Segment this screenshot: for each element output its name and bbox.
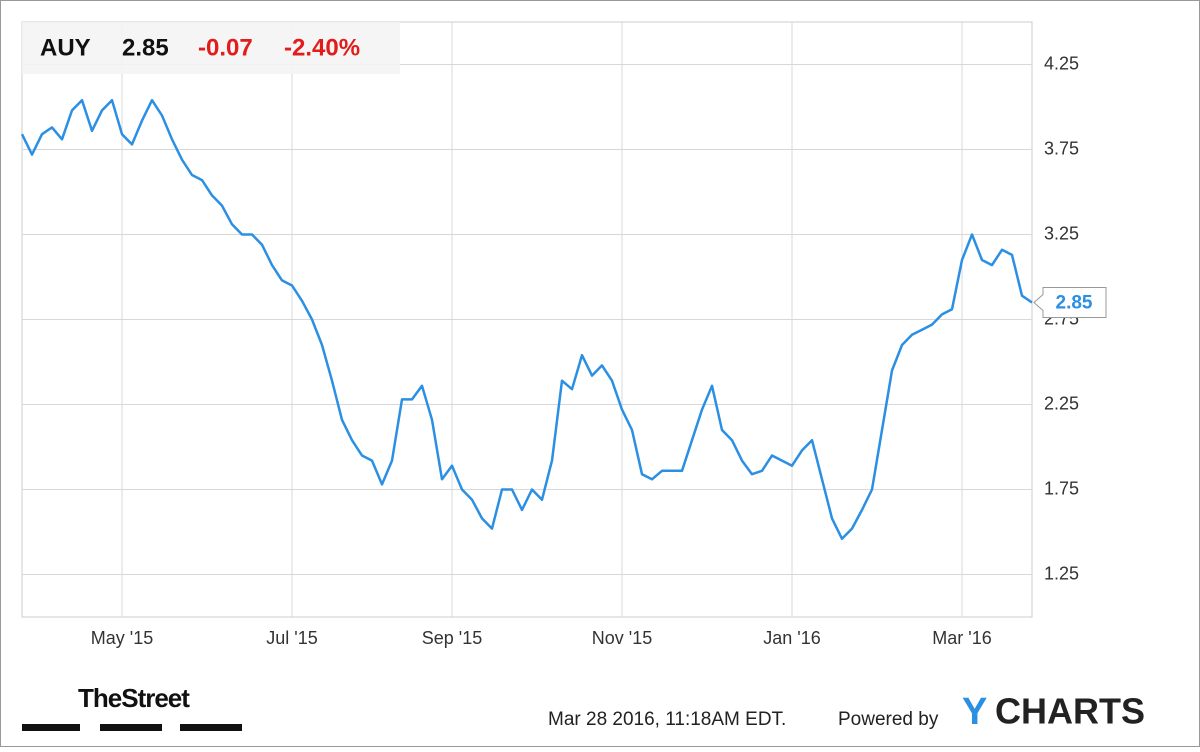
price-line <box>20 98 1033 541</box>
y-tick-label: 4.25 <box>1044 53 1079 73</box>
last-value-label: 2.85 <box>1056 293 1093 314</box>
change-pct: -2.40% <box>284 34 360 61</box>
y-tick-label: 3.25 <box>1044 223 1079 243</box>
powered-by: Powered by <box>838 709 939 730</box>
quote-box <box>22 22 400 74</box>
x-tick-label: Mar '16 <box>932 628 991 648</box>
y-tick-label: 1.75 <box>1044 478 1079 498</box>
y-tick-label: 2.25 <box>1044 393 1079 413</box>
brand: CHARTS <box>995 691 1145 732</box>
x-tick-label: Nov '15 <box>592 628 652 648</box>
logo-bar <box>180 724 242 731</box>
x-tick-label: Sep '15 <box>422 628 483 648</box>
x-tick-label: Jul '15 <box>266 628 317 648</box>
change: -0.07 <box>198 34 253 61</box>
source-logo: TheStreet <box>78 683 190 713</box>
last-value-box <box>1033 287 1107 318</box>
logo-bar <box>22 724 80 731</box>
price: 2.85 <box>122 34 169 61</box>
timestamp: Mar 28 2016, 11:18AM EDT. <box>548 709 786 730</box>
brand-y: Y <box>962 691 987 733</box>
y-tick-label: 1.25 <box>1044 563 1079 583</box>
ticker: AUY <box>40 34 91 61</box>
x-tick-label: Jan '16 <box>763 628 820 648</box>
y-tick-label: 3.75 <box>1044 138 1079 158</box>
logo-bar <box>100 724 162 731</box>
x-tick-label: May '15 <box>91 628 153 648</box>
